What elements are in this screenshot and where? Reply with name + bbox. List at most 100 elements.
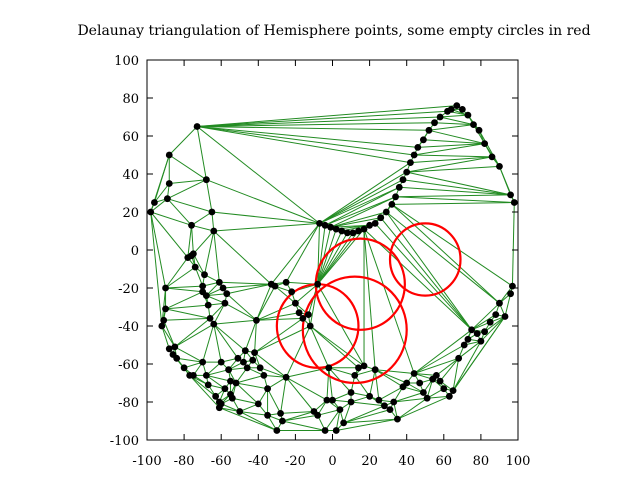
data-point <box>381 402 388 410</box>
data-point <box>165 180 173 187</box>
data-point <box>292 299 299 307</box>
triangulation-edge <box>282 411 315 422</box>
triangulation-edge <box>391 202 515 205</box>
triangulation-edge <box>406 165 500 173</box>
data-point <box>410 151 418 159</box>
data-point <box>390 398 398 406</box>
data-point <box>316 220 323 227</box>
data-point <box>332 427 340 434</box>
data-point <box>321 427 329 434</box>
triangulation-edge <box>196 126 207 180</box>
data-point <box>208 208 216 216</box>
data-point <box>201 271 208 279</box>
data-point <box>360 225 368 233</box>
data-point <box>171 343 179 351</box>
triangulation-edge <box>163 320 176 348</box>
triangulation-edge <box>165 285 203 289</box>
triangulation-edge <box>319 179 404 224</box>
data-point <box>382 208 390 216</box>
triangulation-edge <box>197 116 441 127</box>
triangulation-edge <box>452 340 482 391</box>
triangulation-edge <box>285 223 320 283</box>
data-point <box>436 113 444 121</box>
data-point <box>436 377 444 385</box>
triangulation-edge <box>363 228 472 331</box>
y-tick-label: -40 <box>118 320 139 335</box>
data-point <box>253 316 260 324</box>
triangulation-edge <box>213 319 257 325</box>
triangulation-edge <box>232 397 259 405</box>
data-point <box>271 282 279 290</box>
triangulation-edge <box>192 253 205 275</box>
triangulation-edge <box>213 324 222 363</box>
data-point <box>496 299 503 307</box>
triangulation-edge <box>235 382 268 390</box>
triangulation-edge <box>328 367 355 376</box>
triangulation-edge <box>395 196 515 203</box>
data-point <box>314 280 322 288</box>
triangulation-edge <box>174 346 203 363</box>
triangulation-edge <box>374 369 380 401</box>
triangulation-edge <box>254 352 287 378</box>
data-point <box>414 144 422 151</box>
x-tick-label: 60 <box>436 454 453 469</box>
triangulation-edge <box>428 129 485 145</box>
triangulation-edge <box>239 411 278 431</box>
data-point <box>234 354 242 362</box>
data-point <box>407 159 414 167</box>
data-point <box>236 408 244 415</box>
triangulation-edge <box>374 223 472 331</box>
data-point <box>202 176 210 184</box>
data-point <box>468 326 476 334</box>
triangulation-edge <box>406 156 493 173</box>
triangulation-edge <box>206 374 231 382</box>
triangulation-edge <box>363 228 415 374</box>
data-point <box>332 225 340 233</box>
data-point <box>510 199 518 206</box>
data-point <box>475 126 483 134</box>
triangulation-edge <box>174 318 211 348</box>
data-point <box>188 221 195 229</box>
data-point <box>486 318 494 326</box>
data-point <box>304 311 312 318</box>
triangulation-edge <box>480 316 506 342</box>
triangulation-edge <box>363 229 376 370</box>
data-point <box>264 411 271 419</box>
triangulation-edge <box>471 302 500 331</box>
data-point <box>162 305 169 313</box>
data-point <box>282 278 290 286</box>
x-tick-label: -40 <box>248 454 269 469</box>
triangulation-edge <box>206 179 320 224</box>
triangulation-edge <box>169 179 207 184</box>
data-point <box>295 309 303 317</box>
triangulation-edge <box>150 211 192 226</box>
data-point <box>425 126 433 134</box>
triangulation-edge <box>193 230 215 255</box>
triangulation-edge <box>256 302 296 321</box>
triangulation-edge <box>317 228 337 285</box>
data-point <box>394 415 401 423</box>
triangulation-edge <box>282 420 326 431</box>
triangulation-edge <box>295 283 318 304</box>
triangulation-edge <box>219 281 272 285</box>
triangulation-edge <box>256 317 303 321</box>
data-point <box>371 220 379 227</box>
triangulation-edge <box>213 323 239 359</box>
triangulation-edge <box>350 401 385 407</box>
y-tick-label: 60 <box>122 130 139 145</box>
data-point <box>455 354 463 362</box>
triangulation-edge <box>244 320 257 351</box>
data-point <box>327 223 335 231</box>
triangulation-edge <box>270 223 320 285</box>
data-point <box>395 183 403 191</box>
triangulation-edge <box>428 124 474 131</box>
triangulation-edge <box>471 314 497 331</box>
data-point <box>460 341 468 349</box>
data-point <box>227 377 234 385</box>
triangulation-edge <box>161 325 176 348</box>
data-point <box>419 389 427 396</box>
data-point <box>388 201 396 208</box>
triangulation-edge <box>335 409 341 431</box>
triangulation-edge <box>439 116 474 126</box>
